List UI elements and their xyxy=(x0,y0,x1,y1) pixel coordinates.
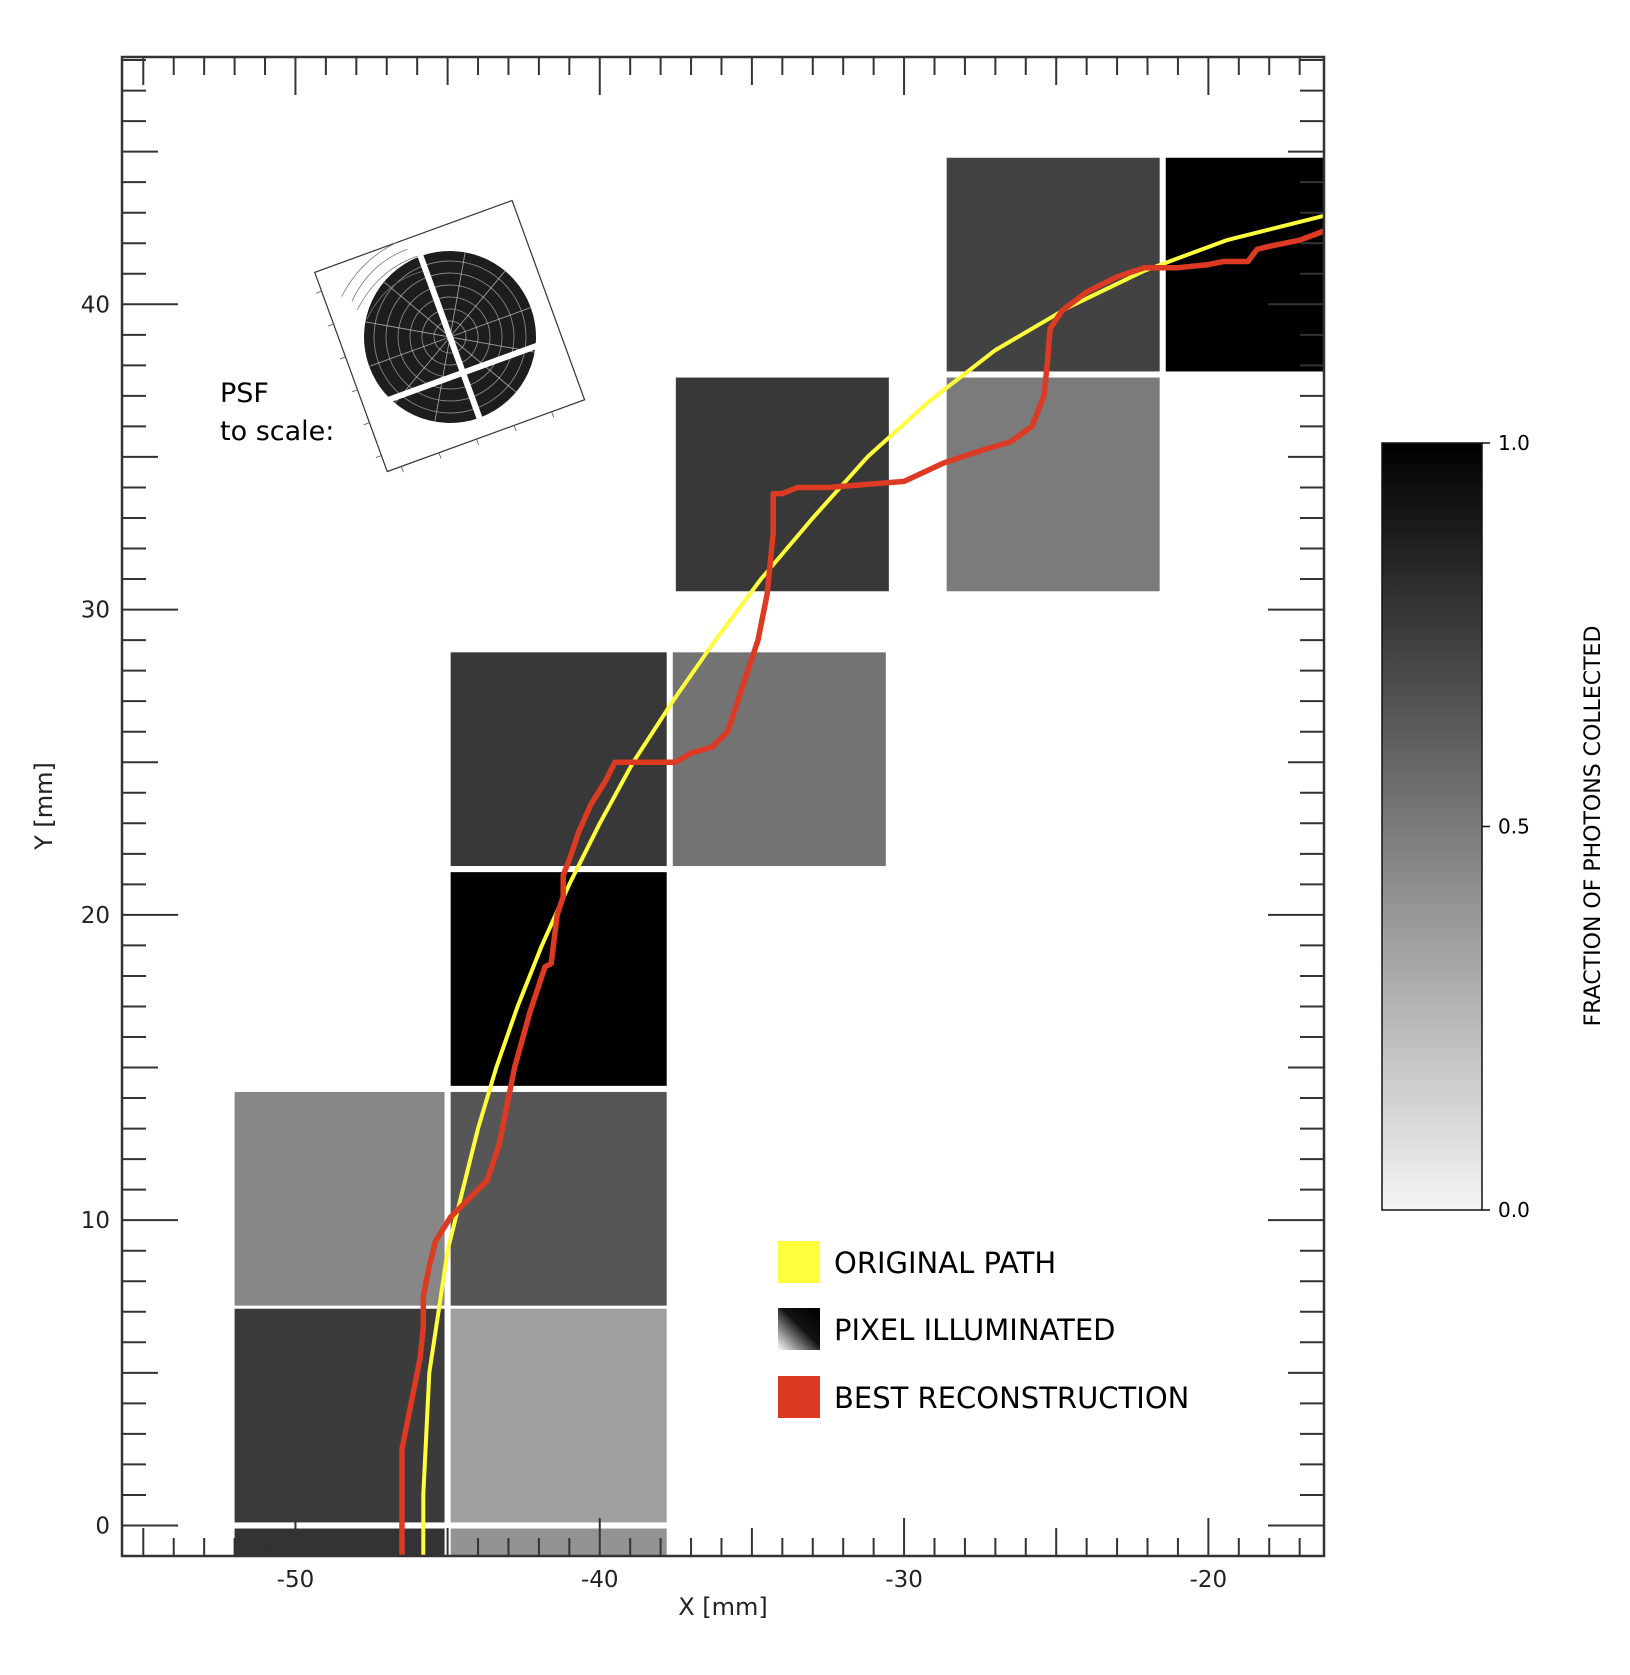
colorbar-tick-label: 0.5 xyxy=(1498,815,1530,839)
illuminated-pixels xyxy=(234,157,1324,1556)
pixel-cell xyxy=(946,157,1160,372)
legend-swatch-pixel-illuminated xyxy=(778,1308,820,1350)
legend: ORIGINAL PATH PIXEL ILLUMINATED BEST REC… xyxy=(778,1241,1189,1418)
colorbar-tick-label: 1.0 xyxy=(1498,431,1530,455)
y-tick-label: 10 xyxy=(81,1208,110,1234)
colorbar: 0.0 0.5 1.0 FRACTION OF PHOTONS COLLECTED xyxy=(1381,431,1606,1222)
legend-swatch-original-path xyxy=(778,1241,820,1283)
pixel-cell xyxy=(946,377,1160,592)
colorbar-label: FRACTION OF PHOTONS COLLECTED xyxy=(1581,626,1606,1027)
y-axis-label: Y [mm] xyxy=(30,762,58,851)
pixel-cell xyxy=(450,1091,667,1306)
pixel-cell xyxy=(234,1308,445,1523)
colorbar-gradient xyxy=(1381,442,1483,1211)
plot-frame xyxy=(120,55,1326,1558)
x-tick-label: -30 xyxy=(885,1567,923,1593)
axis-tick-labels: -50 -40 -30 -20 0 10 20 30 40 xyxy=(81,292,1227,1593)
y-tick-label: 30 xyxy=(81,598,110,624)
original-path-line xyxy=(421,213,1324,1556)
legend-label-original-path: ORIGINAL PATH xyxy=(834,1246,1056,1280)
x-axis-label: X [mm] xyxy=(678,1593,768,1621)
legend-label-best-reconstruction: BEST RECONSTRUCTION xyxy=(834,1381,1189,1415)
pixel-cell xyxy=(450,1528,667,1556)
pixel-cell xyxy=(450,652,667,867)
y-tick-label: 0 xyxy=(95,1513,110,1539)
best-reconstruction-line xyxy=(399,228,1324,1556)
y-tick-label: 20 xyxy=(81,903,110,929)
x-tick-label: -20 xyxy=(1190,1567,1228,1593)
x-tick-label: -40 xyxy=(581,1567,619,1593)
y-tick-label: 40 xyxy=(81,292,110,318)
axis-ticks xyxy=(122,57,1324,1557)
colorbar-ticks: 0.0 0.5 1.0 xyxy=(1482,431,1530,1222)
pixel-cell xyxy=(234,1091,445,1306)
legend-swatch-best-reconstruction xyxy=(778,1376,820,1418)
psf-label-line1: PSF xyxy=(220,378,269,409)
pixel-cell xyxy=(234,1528,445,1556)
pixel-cell xyxy=(450,1308,667,1523)
colorbar-tick-label: 0.0 xyxy=(1498,1198,1530,1222)
psf-inset xyxy=(313,199,586,473)
path-lines xyxy=(399,213,1324,1556)
psf-label-line2: to scale: xyxy=(220,416,334,447)
pixel-cell xyxy=(672,652,886,867)
x-tick-label: -50 xyxy=(277,1567,315,1593)
legend-label-pixel-illuminated: PIXEL ILLUMINATED xyxy=(834,1313,1115,1347)
